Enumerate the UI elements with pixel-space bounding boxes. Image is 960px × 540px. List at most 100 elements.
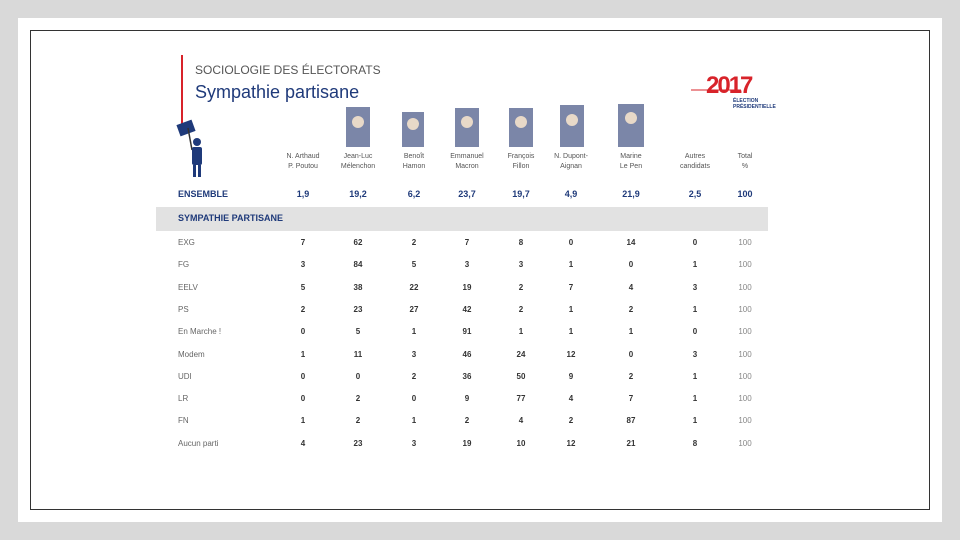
cell: 22 xyxy=(409,282,419,292)
cell: 2 xyxy=(518,282,524,292)
cell: 7 xyxy=(464,238,470,247)
cell: 100 xyxy=(738,260,752,270)
cell: 100 xyxy=(738,394,752,404)
cell: 100 xyxy=(738,416,752,426)
cell: 91 xyxy=(462,327,472,337)
cell: 24 xyxy=(516,349,526,359)
cell: 7 xyxy=(300,238,306,247)
column-header: Mélenchon xyxy=(340,163,376,170)
cell: 0 xyxy=(692,327,698,337)
logo-caption: ÉLECTION PRÉSIDENTIELLE xyxy=(733,98,776,110)
cell: 23 xyxy=(353,304,363,314)
column-header: Autres xyxy=(684,153,706,160)
cell: 4 xyxy=(300,438,306,448)
cell: 10 xyxy=(516,438,526,448)
cell: 2 xyxy=(518,304,524,314)
column-header: Hamon xyxy=(402,163,426,170)
cell: 5 xyxy=(355,327,361,337)
cell: 5 xyxy=(300,282,306,292)
total-cell: 21,9 xyxy=(622,189,640,199)
cell: 3 xyxy=(518,260,524,270)
cell: 19 xyxy=(462,282,472,292)
column-header: Jean-Luc xyxy=(343,153,373,160)
cell: 4 xyxy=(628,282,634,292)
cell: 8 xyxy=(518,238,524,247)
column-header: % xyxy=(741,163,749,170)
border xyxy=(30,30,930,510)
cell: 0 xyxy=(300,371,306,381)
cell: 100 xyxy=(738,371,752,381)
decor xyxy=(156,55,768,231)
cell: 1 xyxy=(692,371,698,381)
cell: 8 xyxy=(692,438,698,448)
cell: 1 xyxy=(692,304,698,314)
cell: 1 xyxy=(692,260,698,270)
cell: 1 xyxy=(300,416,306,426)
cell: 77 xyxy=(516,394,526,404)
cell: 0 xyxy=(628,349,634,359)
logo-line: ÉLECTION xyxy=(733,98,759,104)
cell: 11 xyxy=(353,349,363,359)
cell: 1 xyxy=(518,327,524,337)
cell: 1 xyxy=(568,304,574,314)
total-cell: 19,2 xyxy=(349,189,367,199)
cell: 0 xyxy=(692,238,698,247)
cell: 3 xyxy=(692,282,698,292)
cell: 84 xyxy=(353,260,363,270)
cell: 2 xyxy=(628,371,634,381)
cell: 3 xyxy=(464,260,470,270)
cell: 14 xyxy=(626,238,636,247)
cell: 87 xyxy=(626,416,636,426)
column-header: Fillon xyxy=(512,163,530,170)
total-cell: 100 xyxy=(737,189,753,199)
cell: 0 xyxy=(355,371,361,381)
title: Sympathie partisane xyxy=(195,82,360,102)
cell: 27 xyxy=(409,304,419,314)
row-label: PS xyxy=(178,304,189,314)
row-label: EELV xyxy=(178,282,198,292)
logo-line: PRÉSIDENTIELLE xyxy=(733,104,776,110)
cell: 50 xyxy=(516,371,526,381)
column-header: N. Dupont- xyxy=(554,153,588,160)
total-cell: 4,9 xyxy=(564,189,578,199)
cell: 1 xyxy=(411,327,417,337)
column-header: N. Arthaud xyxy=(286,153,320,160)
total-cell: 1,9 xyxy=(296,189,310,199)
column-header: candidats xyxy=(680,163,710,170)
column-header: Total xyxy=(737,153,753,160)
cell: 21 xyxy=(626,438,636,448)
column-header: Marine xyxy=(620,153,642,160)
section-label: SYMPATHIE PARTISANE xyxy=(178,213,284,223)
cell: 2 xyxy=(411,238,417,247)
cell: 0 xyxy=(300,394,306,404)
cell: 2 xyxy=(628,304,634,314)
cell: 5 xyxy=(411,260,417,270)
column-header: Emmanuel xyxy=(450,153,484,160)
cell: 62 xyxy=(353,238,363,247)
cell: 100 xyxy=(738,238,752,247)
cell: 7 xyxy=(628,394,634,404)
cell: 2 xyxy=(355,416,361,426)
cell: 3 xyxy=(411,438,417,448)
cell: 2 xyxy=(411,371,417,381)
cell: 1 xyxy=(300,349,306,359)
cell: 42 xyxy=(462,304,472,314)
column-header: Macron xyxy=(455,163,479,170)
row-label: EXG xyxy=(178,238,195,247)
cell: 3 xyxy=(300,260,306,270)
row-label: En Marche ! xyxy=(178,327,222,337)
cell: 1 xyxy=(411,416,417,426)
cell: 2 xyxy=(300,304,306,314)
cell: 38 xyxy=(353,282,363,292)
cell: 12 xyxy=(566,438,576,448)
cell: 19 xyxy=(462,438,472,448)
column-header: Aignan xyxy=(560,163,582,170)
column-header: Le Pen xyxy=(619,163,643,170)
cell: 0 xyxy=(628,260,634,270)
total-cell: 6,2 xyxy=(407,189,421,199)
cell: 4 xyxy=(518,416,524,426)
cell: 1 xyxy=(568,260,574,270)
row-label: Modem xyxy=(178,349,205,359)
total-label: ENSEMBLE xyxy=(178,189,229,199)
cell: 2 xyxy=(568,416,574,426)
